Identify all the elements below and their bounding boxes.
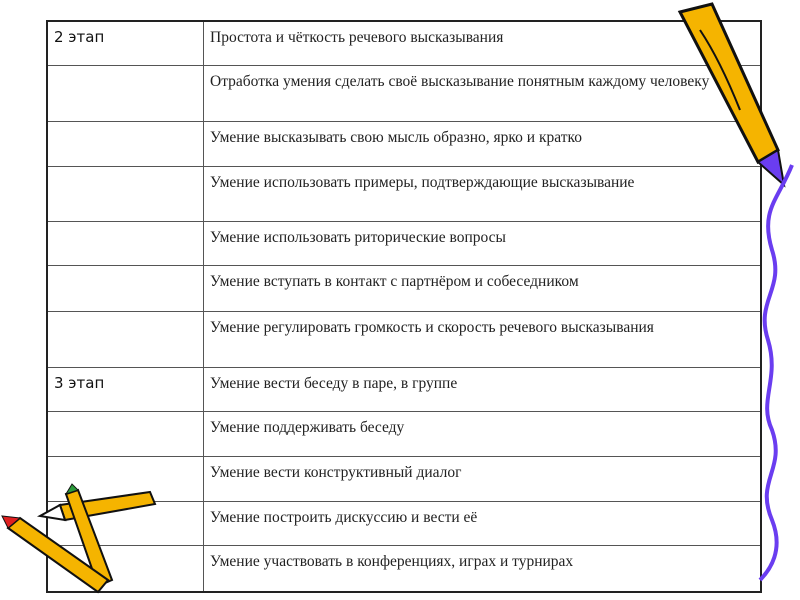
- table-row: Умение вести конструктивный диалог: [46, 455, 762, 502]
- stage-cell: [46, 165, 204, 222]
- squiggle-icon: [758, 164, 794, 582]
- stage-cell: 2 этап: [46, 20, 204, 66]
- skill-cell: Умение использовать риторические вопросы: [203, 220, 762, 266]
- skill-cell: Простота и чёткость речевого высказывани…: [203, 20, 762, 66]
- stage-cell: [46, 500, 204, 546]
- table-row: Умение участвовать в конференциях, играх…: [46, 544, 762, 593]
- skill-cell: Умение регулировать громкость и скорость…: [203, 310, 762, 368]
- table-row: Умение построить дискуссию и вести её: [46, 500, 762, 546]
- table-row: 3 этап Умение вести беседу в паре, в груп…: [46, 366, 762, 412]
- stage-cell: [46, 120, 204, 167]
- table-row: Умение использовать примеры, подтверждаю…: [46, 165, 762, 222]
- skill-cell: Отработка умения сделать своё высказыван…: [203, 64, 762, 122]
- skill-cell: Умение поддерживать беседу: [203, 410, 762, 457]
- table-row: 2 этап Простота и чёткость речевого выска…: [46, 20, 762, 66]
- stage-cell: [46, 64, 204, 122]
- stage-cell: [46, 455, 204, 502]
- skill-cell: Умение использовать примеры, подтверждаю…: [203, 165, 762, 222]
- table-row: Умение использовать риторические вопросы: [46, 220, 762, 266]
- table-row: Отработка умения сделать своё высказыван…: [46, 64, 762, 122]
- skill-cell: Умение вести беседу в паре, в группе: [203, 366, 762, 412]
- stage-cell: [46, 264, 204, 312]
- skill-cell: Умение участвовать в конференциях, играх…: [203, 544, 762, 593]
- skill-cell: Умение построить дискуссию и вести её: [203, 500, 762, 546]
- stage-cell: [46, 544, 204, 593]
- skill-cell: Умение вести конструктивный диалог: [203, 455, 762, 502]
- table-row: Умение высказывать свою мысль образно, я…: [46, 120, 762, 167]
- stage-cell: 3 этап: [46, 366, 204, 412]
- table-row: Умение вступать в контакт с партнёром и …: [46, 264, 762, 312]
- table-row: Умение регулировать громкость и скорость…: [46, 310, 762, 368]
- skill-cell: Умение высказывать свою мысль образно, я…: [203, 120, 762, 167]
- stage-cell: [46, 220, 204, 266]
- table-row: Умение поддерживать беседу: [46, 410, 762, 457]
- stage-cell: [46, 310, 204, 368]
- stages-table: 2 этап Простота и чёткость речевого выска…: [46, 20, 762, 593]
- stage-cell: [46, 410, 204, 457]
- skill-cell: Умение вступать в контакт с партнёром и …: [203, 264, 762, 312]
